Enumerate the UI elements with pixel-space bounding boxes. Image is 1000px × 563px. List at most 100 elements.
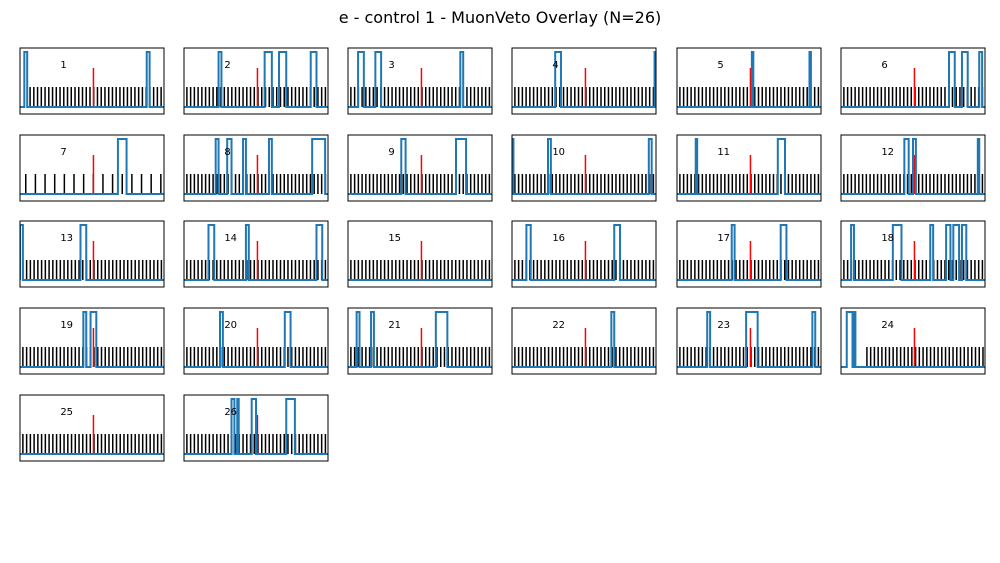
subplot-content <box>348 241 492 281</box>
subplot-content <box>841 51 985 108</box>
subplot-content <box>184 398 328 455</box>
subplot-22: 22 <box>511 307 657 375</box>
subplot-21: 21 <box>347 307 493 375</box>
subplot-2: 2 <box>183 47 329 115</box>
subplot-label: 15 <box>388 233 401 244</box>
veto-trace <box>20 138 164 195</box>
subplot-content <box>677 311 821 368</box>
veto-trace <box>348 51 492 108</box>
subplot-13: 13 <box>19 220 165 288</box>
subplot-frame <box>676 47 822 115</box>
subplot-frame <box>347 47 493 115</box>
subplot-5: 5 <box>676 47 822 115</box>
veto-trace <box>841 311 985 368</box>
figure-title: e - control 1 - MuonVeto Overlay (N=26) <box>338 8 662 27</box>
subplot-content <box>512 224 656 281</box>
subplot-label: 14 <box>224 233 237 244</box>
subplot-frame <box>183 307 329 375</box>
subplot-label: 4 <box>552 60 558 71</box>
subplot-4: 4 <box>511 47 657 115</box>
subplot-frame <box>840 220 986 288</box>
subplot-label: 6 <box>881 60 887 71</box>
subplot-8: 8 <box>183 134 329 202</box>
subplot-label: 2 <box>224 60 230 71</box>
subplot-frame <box>840 307 986 375</box>
subplot-content <box>348 138 492 195</box>
subplot-content <box>20 224 164 281</box>
subplot-label: 3 <box>388 60 394 71</box>
subplot-label: 22 <box>552 320 565 331</box>
subplot-content <box>20 311 164 368</box>
subplot-label: 9 <box>388 147 394 158</box>
subplot-14: 14 <box>183 220 329 288</box>
subplot-content <box>841 311 985 368</box>
subplot-label: 7 <box>60 147 66 158</box>
subplot-label: 21 <box>388 320 401 331</box>
veto-trace <box>184 138 328 195</box>
veto-trace <box>677 51 821 108</box>
subplot-25: 25 <box>19 394 165 462</box>
subplot-label: 23 <box>717 320 730 331</box>
subplot-16: 16 <box>511 220 657 288</box>
subplot-frame <box>19 47 165 115</box>
subplot-frame <box>183 47 329 115</box>
subplot-label: 12 <box>881 147 894 158</box>
subplot-frame <box>511 307 657 375</box>
veto-trace <box>20 51 164 108</box>
subplot-content <box>512 311 656 368</box>
subplot-label: 17 <box>717 233 730 244</box>
subplot-content <box>348 51 492 108</box>
veto-trace <box>841 224 985 281</box>
veto-trace <box>20 311 164 368</box>
subplot-frame <box>676 134 822 202</box>
subplot-content <box>512 138 656 195</box>
veto-trace <box>841 51 985 108</box>
subplot-frame <box>183 220 329 288</box>
veto-trace <box>512 224 656 281</box>
subplot-12: 12 <box>840 134 986 202</box>
subplot-24: 24 <box>840 307 986 375</box>
veto-trace <box>677 311 821 368</box>
subplot-content <box>184 138 328 195</box>
subplot-9: 9 <box>347 134 493 202</box>
subplot-frame <box>347 220 493 288</box>
subplot-content <box>841 138 985 195</box>
subplot-frame <box>840 134 986 202</box>
subplot-label: 1 <box>60 60 66 71</box>
subplot-label: 25 <box>60 407 73 418</box>
veto-trace <box>677 224 821 281</box>
subplot-frame <box>19 307 165 375</box>
subplot-frame <box>511 220 657 288</box>
subplot-label: 5 <box>717 60 723 71</box>
subplot-frame <box>676 307 822 375</box>
veto-trace <box>20 224 164 281</box>
subplot-26: 26 <box>183 394 329 462</box>
subplot-7: 7 <box>19 134 165 202</box>
subplot-label: 10 <box>552 147 565 158</box>
subplot-frame <box>511 134 657 202</box>
subplot-label: 8 <box>224 147 230 158</box>
veto-trace <box>348 311 492 368</box>
subplot-content <box>841 224 985 281</box>
veto-trace <box>348 138 492 195</box>
subplot-content <box>512 51 656 108</box>
veto-trace <box>184 224 328 281</box>
subplot-11: 11 <box>676 134 822 202</box>
veto-trace <box>677 138 821 195</box>
subplot-label: 24 <box>881 320 894 331</box>
subplot-18: 18 <box>840 220 986 288</box>
veto-trace <box>841 138 985 195</box>
subplot-content <box>677 224 821 281</box>
subplot-label: 19 <box>60 320 73 331</box>
subplot-frame <box>19 220 165 288</box>
veto-trace <box>512 138 656 195</box>
veto-trace <box>184 398 328 455</box>
subplot-content <box>348 311 492 368</box>
subplot-content <box>184 224 328 281</box>
subplot-label: 13 <box>60 233 73 244</box>
subplot-19: 19 <box>19 307 165 375</box>
subplot-content <box>20 138 164 195</box>
subplot-frame <box>19 394 165 462</box>
subplot-3: 3 <box>347 47 493 115</box>
